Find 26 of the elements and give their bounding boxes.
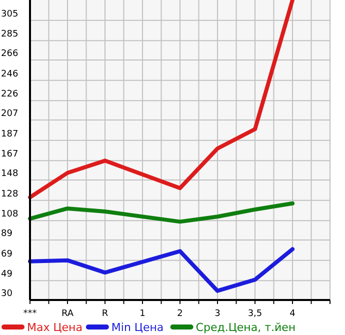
y-tick-label: 285 xyxy=(1,30,18,40)
y-tick-label: 30 xyxy=(1,289,13,299)
y-tick-label: 246 xyxy=(1,69,18,80)
x-tick-label: RA xyxy=(61,309,74,319)
y-tick-label: 89 xyxy=(1,229,13,239)
y-tick-label: 49 xyxy=(1,270,13,280)
x-tick-label: *** xyxy=(23,309,38,319)
x-tick-label: R xyxy=(102,309,108,319)
y-tick-label: 148 xyxy=(1,169,18,179)
y-tick-label: 108 xyxy=(1,210,18,220)
x-tick-label: 1 xyxy=(140,309,146,319)
y-tick-label: 266 xyxy=(1,49,18,59)
x-tick-label: 4 xyxy=(290,309,296,319)
y-tick-label: 207 xyxy=(1,109,18,119)
x-tick-label: 3 xyxy=(214,309,220,319)
y-tick-label: 128 xyxy=(1,189,18,200)
legend-label: Сред.Цена, т.йен xyxy=(196,321,296,334)
legend-label: Min Цена xyxy=(111,321,164,334)
y-tick-label: 226 xyxy=(1,90,18,100)
y-tick-label: 305 xyxy=(1,9,18,20)
y-tick-label: 69 xyxy=(1,249,13,260)
x-tick-label: 3,5 xyxy=(248,309,262,319)
y-tick-label: 167 xyxy=(1,150,18,160)
y-tick-label: 187 xyxy=(1,129,18,140)
legend-label: Max Цена xyxy=(27,321,82,334)
x-tick-label: 2 xyxy=(177,309,183,319)
